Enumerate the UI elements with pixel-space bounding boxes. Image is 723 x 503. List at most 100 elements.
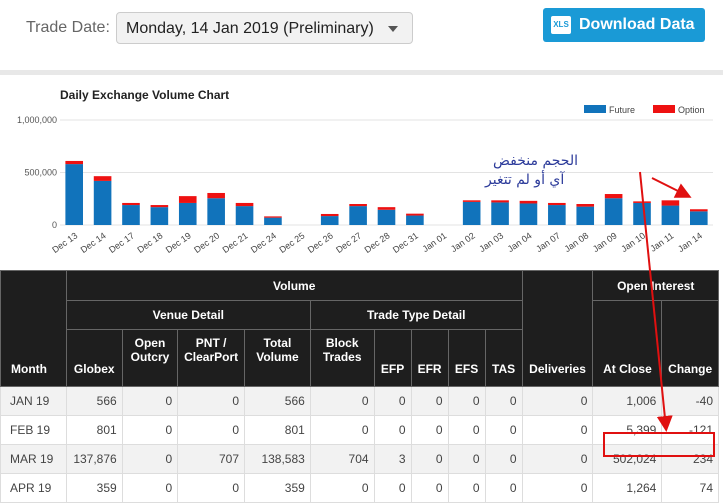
x-tick-label: Dec 31 — [391, 230, 420, 255]
cell-change: -40 — [661, 386, 719, 416]
col-month: Month — [0, 270, 67, 387]
x-tick-label: Jan 07 — [534, 230, 562, 254]
cell-tas: 0 — [484, 386, 523, 416]
bar-future — [65, 164, 83, 225]
highlight-box — [603, 432, 715, 457]
cell-open-outcry: 0 — [121, 415, 179, 445]
cell-tas: 0 — [484, 444, 523, 474]
cell-month: MAR 19 — [0, 444, 67, 474]
bar-option — [377, 207, 396, 210]
cell-efs: 0 — [447, 386, 486, 416]
col-group-open-interest: Open Interest — [592, 270, 719, 301]
volume-chart: Daily Exchange Volume Chart 1,000,000 500… — [0, 75, 723, 270]
trade-date-select[interactable]: Monday, 14 Jan 2019 (Preliminary) — [116, 12, 413, 44]
x-tick-label: Dec 17 — [107, 230, 136, 255]
cell-change: 234 — [661, 444, 719, 474]
x-tick-label: Jan 14 — [676, 230, 704, 254]
col-group-volume: Volume — [65, 270, 523, 301]
x-tick-label: Jan 08 — [563, 230, 591, 254]
cell-open-outcry: 0 — [121, 444, 179, 474]
bar-option — [207, 192, 225, 199]
x-tick-label: Dec 24 — [249, 230, 278, 255]
trade-date-label: Trade Date: — [26, 19, 110, 36]
toolbar: Trade Date: Monday, 14 Jan 2019 (Prelimi… — [0, 0, 723, 68]
col-efp: EFP — [373, 329, 412, 387]
cell-efr: 0 — [410, 415, 449, 445]
cell-at-close: 1,006 — [592, 386, 663, 416]
bar-option — [264, 216, 282, 218]
col-block-trades: Block Trades — [309, 329, 375, 387]
table-row: FEB 19 801 0 0 801 0 0 0 0 0 0 5,399 -121 — [0, 415, 719, 445]
cell-block: 704 — [309, 444, 375, 474]
cell-pnt: 0 — [177, 386, 246, 416]
col-group-venue-detail: Venue Detail — [65, 300, 311, 330]
chevron-down-icon — [388, 26, 398, 32]
bar-future — [690, 211, 708, 225]
legend-label: Option — [678, 105, 705, 115]
cell-month: FEB 19 — [0, 415, 67, 445]
x-tick-label: Dec 28 — [363, 230, 392, 255]
bar-option — [576, 204, 595, 207]
x-tick-label: Jan 04 — [506, 230, 534, 254]
cell-deliveries: 0 — [521, 415, 594, 445]
x-tick-label: Dec 19 — [164, 230, 193, 255]
cell-efp: 0 — [373, 386, 412, 416]
x-tick-label: Jan 02 — [449, 230, 477, 254]
bar-future — [519, 203, 538, 225]
cell-change: 74 — [661, 473, 719, 503]
bar-option — [320, 213, 339, 217]
legend-swatch — [584, 105, 606, 113]
cell-at-close: 1,264 — [592, 473, 663, 503]
cell-globex: 566 — [65, 386, 123, 416]
bar-future — [150, 207, 169, 225]
download-data-button[interactable]: XLS Download Data — [543, 8, 705, 42]
xls-file-icon: XLS — [551, 16, 571, 34]
cell-block: 0 — [309, 386, 375, 416]
y-tick-label: 500,000 — [24, 168, 57, 178]
x-tick-label: Jan 10 — [619, 230, 647, 254]
bar-future — [122, 205, 140, 225]
cell-efr: 0 — [410, 473, 449, 503]
bar-future — [264, 217, 282, 225]
bar-option — [178, 196, 197, 203]
section-divider — [0, 70, 723, 75]
cell-month: JAN 19 — [0, 386, 67, 416]
cell-month: APR 19 — [0, 473, 67, 503]
cell-efp: 0 — [373, 415, 412, 445]
cell-total: 801 — [244, 415, 311, 445]
bar-future — [207, 198, 225, 225]
bar-option — [235, 202, 254, 207]
bar-future — [320, 216, 339, 225]
cell-tas: 0 — [484, 415, 523, 445]
bar-option — [690, 209, 708, 212]
cell-open-outcry: 0 — [121, 473, 179, 503]
cell-tas: 0 — [484, 473, 523, 503]
col-open-outcry: Open Outcry — [121, 329, 179, 387]
cell-deliveries: 0 — [521, 473, 594, 503]
cell-deliveries: 0 — [521, 444, 594, 474]
x-tick-label: Jan 11 — [648, 230, 675, 253]
trade-date-value: Monday, 14 Jan 2019 (Preliminary) — [126, 20, 374, 37]
col-change: Change — [661, 300, 719, 387]
bar-option — [661, 200, 680, 206]
x-tick-label: Jan 03 — [477, 230, 505, 254]
y-tick-label: 0 — [52, 220, 57, 230]
volume-table: Month Volume Deliveries Open Interest Ve… — [0, 270, 719, 503]
cell-pnt: 0 — [177, 415, 246, 445]
cell-efp: 0 — [373, 473, 412, 503]
x-tick-label: Dec 13 — [50, 230, 79, 255]
cell-efs: 0 — [447, 444, 486, 474]
bar-future — [235, 206, 254, 225]
bar-future — [406, 215, 424, 225]
bar-future — [491, 202, 509, 225]
annotation-line-1: الحجم منخفض — [493, 153, 578, 169]
x-tick-label: Dec 26 — [306, 230, 335, 255]
volume-chart-svg: Daily Exchange Volume Chart 1,000,000 500… — [17, 88, 713, 255]
col-efs: EFS — [447, 329, 486, 387]
table-row: APR 19 359 0 0 359 0 0 0 0 0 0 1,264 74 — [0, 473, 719, 503]
col-group-trade-type-detail: Trade Type Detail — [309, 300, 523, 330]
cell-efr: 0 — [410, 386, 449, 416]
cell-at-close: 502,024 — [592, 444, 663, 474]
bar-future — [377, 209, 396, 225]
x-tick-label: Dec 18 — [135, 230, 164, 255]
